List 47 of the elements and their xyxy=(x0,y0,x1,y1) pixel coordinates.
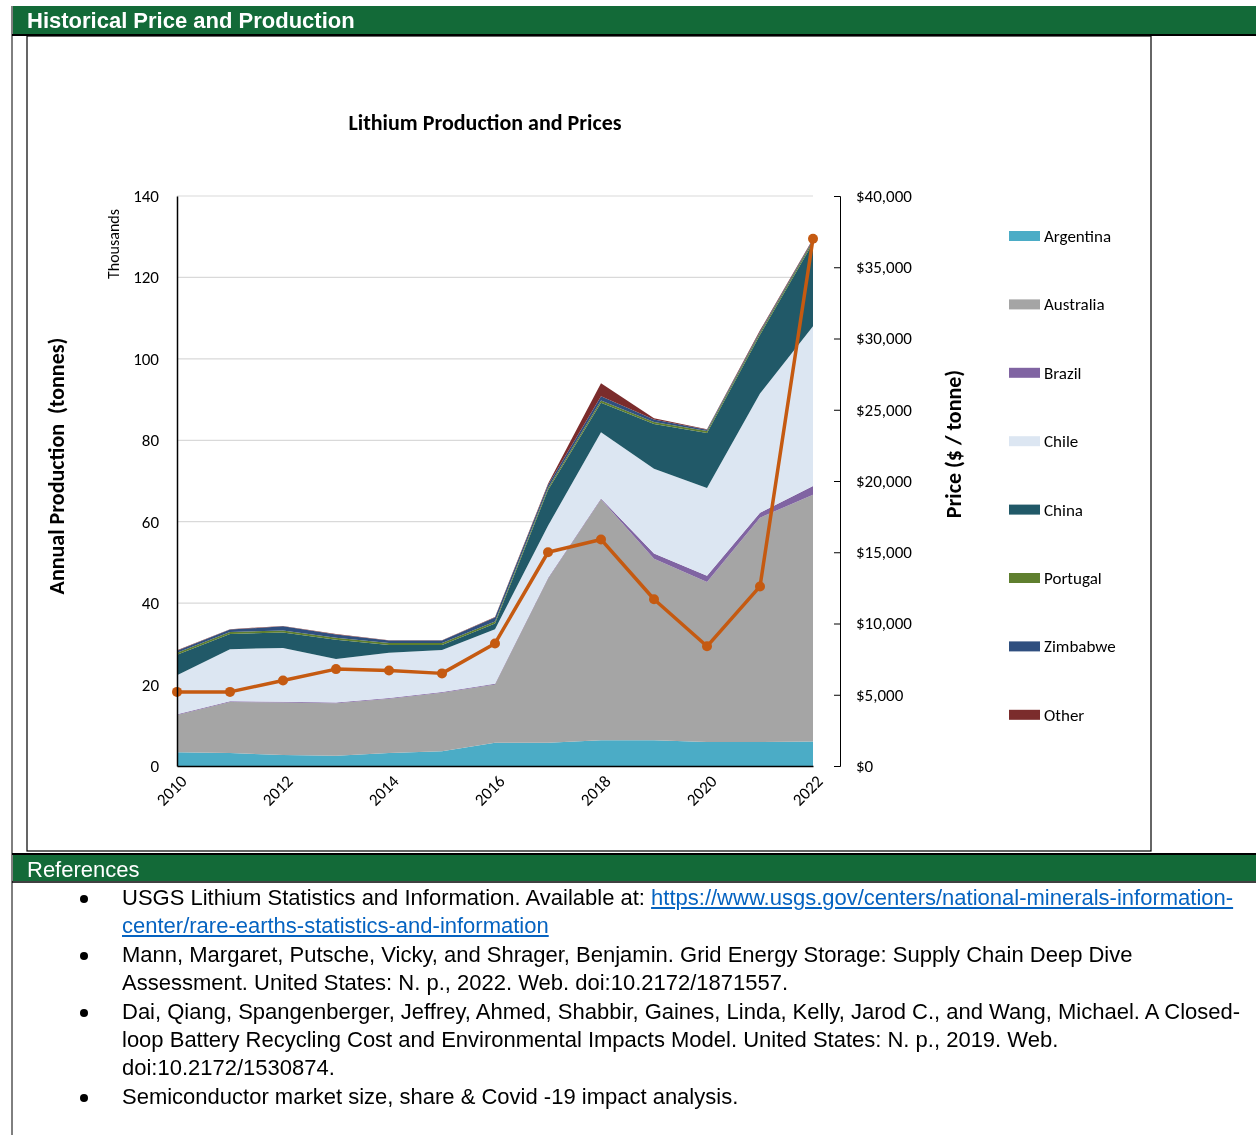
y-axis-title: Annual Production (tonnes) xyxy=(43,337,70,595)
y2-tick-label: $10,000 xyxy=(856,613,913,635)
y2-tick-label: $40,000 xyxy=(856,185,913,207)
point xyxy=(649,594,659,605)
legend-label: Australia xyxy=(1044,294,1105,316)
y2-tick-label: $35,000 xyxy=(856,257,913,279)
point xyxy=(225,686,235,697)
point xyxy=(808,233,818,244)
point xyxy=(755,581,765,592)
point xyxy=(543,547,553,558)
y2-tick-label: $30,000 xyxy=(856,328,913,350)
text: Mann, Margaret, Putsche, Vicky, and Shrager, Benjamin. Grid Energy Storage: Supply Chain Deep Dive Assessment. United States: N. p., 2022. Web. doi:10.2172/1871557. xyxy=(122,941,1133,996)
text: USGS Lithium Statistics and Information. Available at: https://www.usgs.gov/centers/national-minerals-information-center/rare-earths-statistics-and-information xyxy=(122,885,1234,939)
point xyxy=(384,665,394,676)
legend-label: Portugal xyxy=(1044,567,1102,589)
y-tick-label: 0 xyxy=(150,755,160,777)
text: References xyxy=(27,857,140,882)
y2-tick-label: $25,000 xyxy=(856,399,913,421)
y-tick-label: 120 xyxy=(133,267,160,289)
chart-title: Lithium Production and Prices xyxy=(348,109,622,136)
legend-label: Chile xyxy=(1044,431,1079,453)
y2-axis-title: Price ($ / tonne) xyxy=(940,369,967,519)
legend-label: Other xyxy=(1044,704,1085,726)
text: Semiconductor market size, share & Covid -19 impact analysis. xyxy=(122,1083,739,1109)
point xyxy=(278,675,288,686)
point xyxy=(490,638,500,649)
point xyxy=(596,534,606,545)
legend-label: Brazil xyxy=(1044,362,1082,384)
legend-label: China xyxy=(1044,499,1083,521)
legend-label: Argentina xyxy=(1044,225,1112,247)
text: Thousands xyxy=(104,208,123,280)
y2-tick-label: $20,000 xyxy=(856,470,913,492)
y2-tick-label: $15,000 xyxy=(856,542,913,564)
point xyxy=(702,641,712,652)
y-tick-label: 60 xyxy=(141,511,160,533)
y-tick-label: 100 xyxy=(133,348,160,370)
text: Historical Price and Production xyxy=(27,8,355,33)
legend-label: Zimbabwe xyxy=(1044,636,1116,658)
y2-tick-label: $0 xyxy=(856,755,874,777)
point xyxy=(437,668,447,679)
y-tick-label: 80 xyxy=(141,430,160,452)
y2-tick-label: $5,000 xyxy=(856,684,904,706)
text: Dai, Qiang, Spangenberger, Jeffrey, Ahmed, Shabbir, Gaines, Linda, Kelly, Jarod C., and Wang, Michael. A Closed-loop Battery Recycling Cost and Environmental Impacts Model. United States: N. p., 2019. Web. doi:10.2172/1530874. xyxy=(122,998,1241,1081)
y-tick-label: 40 xyxy=(141,593,160,615)
point xyxy=(331,664,341,675)
y-tick-label: 20 xyxy=(141,674,160,696)
y-tick-label: 140 xyxy=(133,185,160,207)
